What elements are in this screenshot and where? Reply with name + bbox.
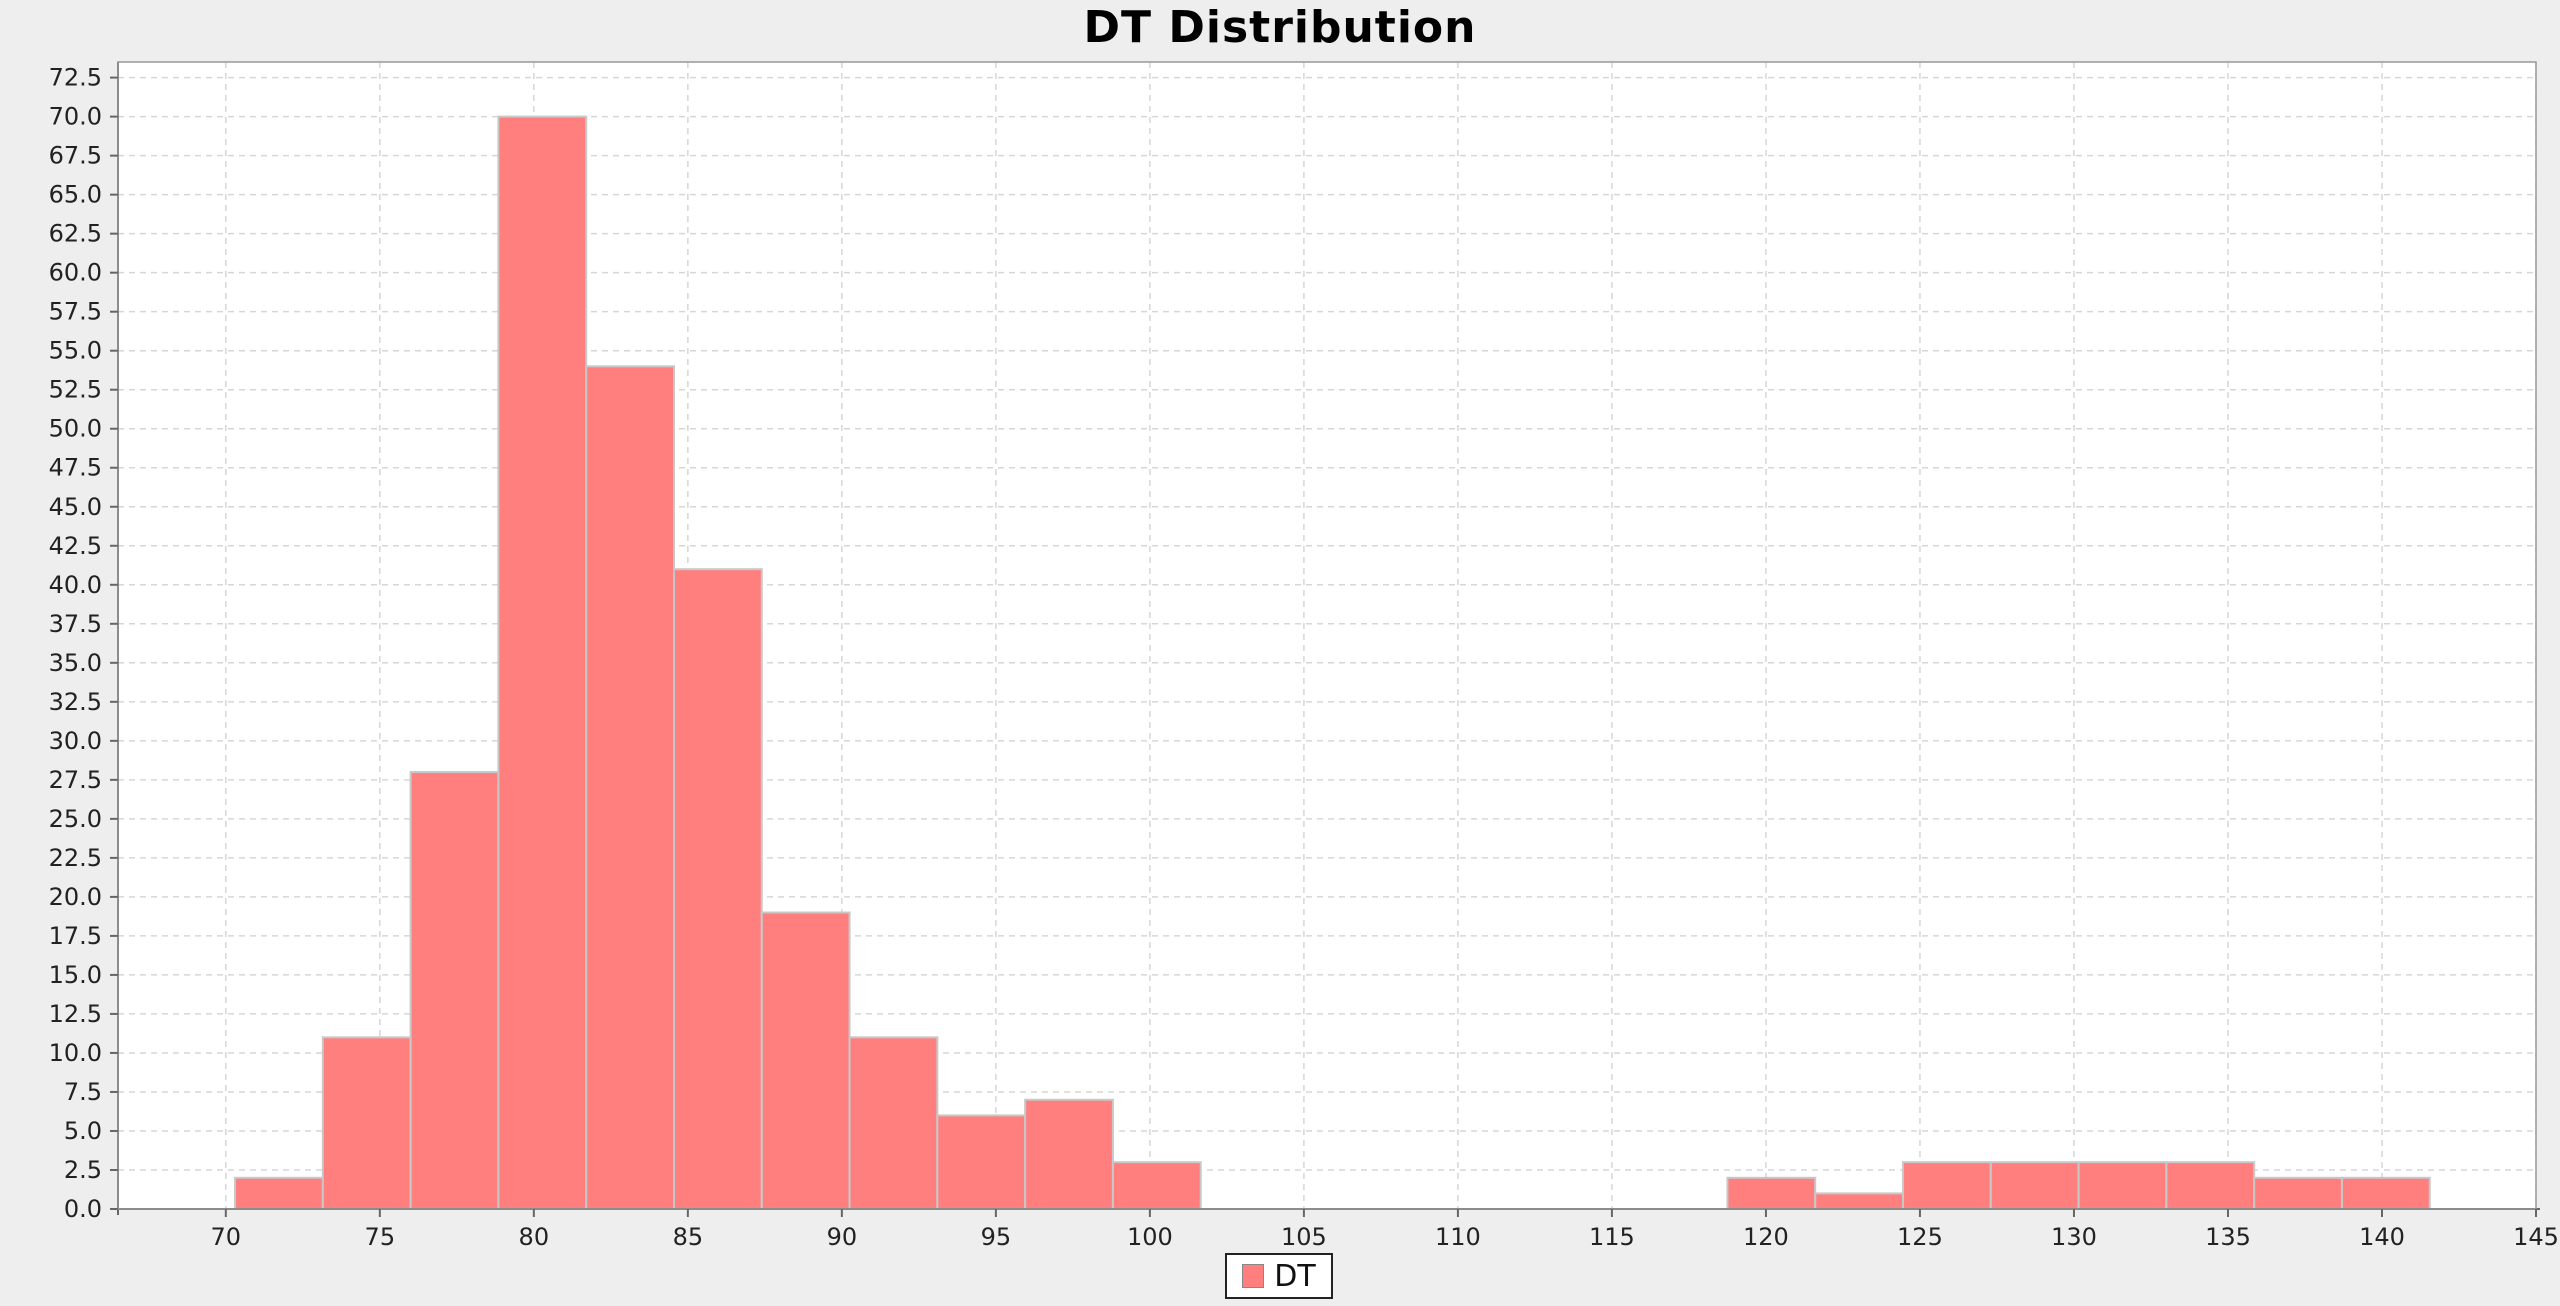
x-tick-label: 115 — [1589, 1223, 1635, 1251]
histogram-bar — [2077, 1161, 2168, 1211]
y-tick-label: 32.5 — [49, 688, 102, 716]
histogram-bar — [1111, 1161, 1202, 1211]
legend-label: DT — [1274, 1258, 1316, 1294]
histogram-bar — [321, 1036, 412, 1210]
histogram-bar — [672, 568, 763, 1210]
y-tick-label: 45.0 — [49, 493, 102, 521]
histogram-bar — [1989, 1161, 2080, 1211]
x-tick-label: 140 — [2359, 1223, 2405, 1251]
y-tick-label: 17.5 — [49, 922, 102, 950]
y-tick-label: 20.0 — [49, 883, 102, 911]
y-tick-label: 5.0 — [64, 1117, 102, 1145]
y-tick-label: 2.5 — [64, 1156, 102, 1184]
histogram-bar — [1726, 1176, 1817, 1210]
y-tick-label: 40.0 — [49, 571, 102, 599]
x-tick-label: 125 — [1897, 1223, 1943, 1251]
chart-title: DT Distribution — [1083, 2, 1477, 53]
y-tick-label: 7.5 — [64, 1078, 102, 1106]
legend: DT — [1225, 1253, 1333, 1299]
y-tick-label: 65.0 — [49, 181, 102, 209]
x-tick-label: 70 — [211, 1223, 242, 1251]
y-tick-label: 12.5 — [49, 1000, 102, 1028]
histogram-bar — [2340, 1176, 2431, 1210]
histogram-bar — [848, 1036, 939, 1210]
axes — [117, 61, 2540, 1215]
y-tick-label: 22.5 — [49, 844, 102, 872]
y-tick-label: 37.5 — [49, 610, 102, 638]
histogram-bar — [760, 911, 851, 1210]
x-tick-label: 100 — [1127, 1223, 1173, 1251]
histogram-bar — [1814, 1192, 1905, 1210]
histogram-bar — [409, 771, 500, 1210]
y-tick-label: 50.0 — [49, 415, 102, 443]
y-tick-label: 60.0 — [49, 259, 102, 287]
y-tick-label: 47.5 — [49, 454, 102, 482]
y-tick-label: 15.0 — [49, 961, 102, 989]
histogram-bar — [2165, 1161, 2256, 1211]
x-ticks: 70 75 80 85 90 95 100 105 110 115 120 125 130 135 140 1… — [211, 1209, 2559, 1251]
y-tick-label: 72.5 — [49, 64, 102, 92]
histogram-bar — [936, 1114, 1027, 1210]
histogram-bar — [234, 1176, 324, 1210]
y-tick-label: 52.5 — [49, 376, 102, 404]
bars — [234, 115, 2431, 1211]
x-tick-label: 145 — [2513, 1223, 2559, 1251]
x-tick-label: 120 — [1743, 1223, 1789, 1251]
y-tick-label: 70.0 — [49, 103, 102, 131]
histogram-bar — [2253, 1176, 2343, 1210]
y-tick-label: 62.5 — [49, 220, 102, 248]
y-tick-label: 27.5 — [49, 766, 102, 794]
x-tick-label: 90 — [827, 1223, 858, 1251]
y-tick-label: 10.0 — [49, 1039, 102, 1067]
legend-swatch — [1242, 1264, 1265, 1288]
x-tick-label: 110 — [1435, 1223, 1481, 1251]
plot-border — [117, 61, 2537, 1210]
x-tick-label: 85 — [673, 1223, 704, 1251]
histogram-bar — [585, 365, 675, 1210]
x-tick-label: 95 — [981, 1223, 1012, 1251]
x-tick-label: 75 — [365, 1223, 396, 1251]
y-tick-label: 57.5 — [49, 298, 102, 326]
x-tick-label: 135 — [2205, 1223, 2251, 1251]
histogram-bar — [497, 115, 588, 1211]
histogram-bar — [1024, 1098, 1114, 1211]
y-tick-label: 67.5 — [49, 142, 102, 170]
y-tick-label: 0.0 — [64, 1195, 102, 1223]
x-tick-label: 130 — [2051, 1223, 2097, 1251]
x-tick-label: 105 — [1281, 1223, 1327, 1251]
y-tick-label: 35.0 — [49, 649, 102, 677]
histogram-bar — [1902, 1161, 1992, 1211]
y-tick-label: 42.5 — [49, 532, 102, 560]
y-tick-label: 30.0 — [49, 727, 102, 755]
y-ticks: 0.0 2.5 5.0 7.5 10.0 12.5 15.0 17.5 20.0 22.5 25.0… — [49, 64, 118, 1223]
y-tick-label: 55.0 — [49, 337, 102, 365]
x-tick-label: 80 — [519, 1223, 550, 1251]
y-tick-label: 25.0 — [49, 805, 102, 833]
